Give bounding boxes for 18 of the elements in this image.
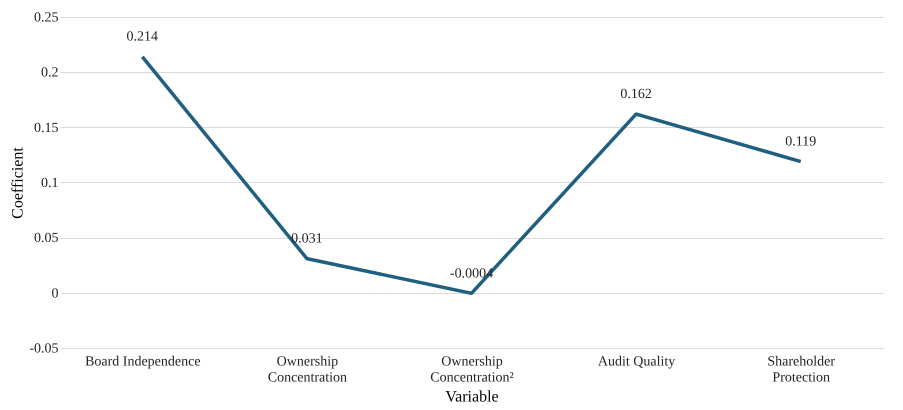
data-label: 0.031 [291,232,323,247]
y-tick-label: 0.1 [41,176,58,191]
x-tick-label: Ownership Concentration [268,354,348,386]
x-axis-title: Variable [445,388,499,406]
x-tick-label: Shareholder Protection [767,354,836,386]
data-label: 0.214 [126,30,158,45]
y-tick-label: 0.25 [34,10,58,26]
y-axis-title: Coefficient [9,146,26,219]
y-tick-label: 0.15 [34,120,58,136]
y-tick-label: 0 [52,286,58,302]
y-tick-label: 0.2 [41,66,58,81]
x-tick-label: Ownership Concentration² [430,354,514,386]
x-tick-label: Audit Quality [598,354,676,370]
data-label: 0.162 [620,87,652,102]
x-tick-label: Board Independence [85,354,201,370]
data-label: 0.119 [785,134,816,150]
y-tick-label: -0.05 [29,342,58,356]
y-tick-label: 0.05 [34,231,58,246]
